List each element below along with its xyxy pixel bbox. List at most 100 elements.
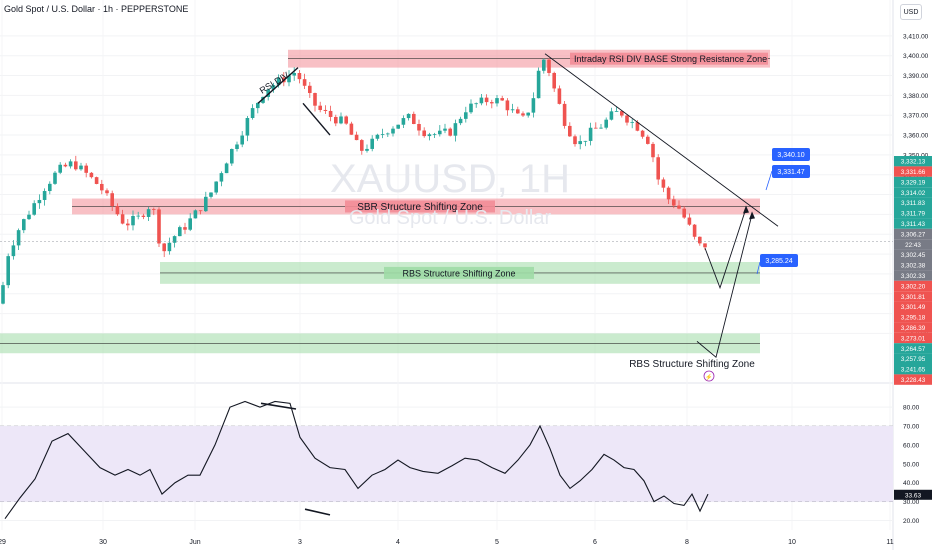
candle-body: [126, 223, 130, 226]
candle-body: [599, 127, 603, 129]
price-label-value: 3,311.79: [901, 211, 926, 218]
rsi-tick-label: 40.00: [903, 480, 920, 487]
candle-body: [136, 215, 140, 217]
candle-body: [646, 136, 650, 144]
price-label-value: 3,302.45: [901, 252, 926, 259]
candle-body: [198, 210, 203, 212]
rsi-current-box: [894, 489, 932, 500]
time-axis[interactable]: 29 30 Jun 3 4 5 6 8 10 11: [0, 539, 894, 546]
price-label-value: 3,264.57: [901, 346, 926, 353]
candle-body: [630, 122, 634, 123]
candle-body: [42, 191, 47, 200]
candle-body: [651, 143, 655, 158]
price-label-box: [894, 291, 932, 302]
zone-label-bg: [345, 200, 495, 213]
target-leader: [756, 261, 761, 275]
price-tick-label: 3,410.00: [903, 33, 929, 40]
price-label-value: 3,302.33: [901, 273, 926, 280]
time-tick-label: 6: [593, 539, 597, 546]
price-label-value: 3,273.01: [901, 335, 926, 342]
target-value: 3,340.10: [777, 152, 804, 159]
candle-body: [131, 216, 135, 226]
watermark-name: Gold Spot / U.S. Dollar: [349, 207, 552, 229]
candle-body: [157, 209, 161, 244]
candle-body: [510, 109, 515, 111]
candle-body: [474, 103, 478, 105]
price-label-box: [894, 301, 932, 312]
candle-body: [677, 205, 681, 209]
price-label-box: [894, 343, 932, 354]
candle-body: [37, 199, 42, 204]
candle-body: [417, 124, 421, 131]
price-label-box: [894, 322, 932, 333]
candle-body: [349, 123, 354, 135]
candle-body: [235, 144, 239, 150]
candle-body: [32, 203, 36, 215]
candle-body: [698, 236, 702, 244]
price-label-value: 3,302.20: [901, 283, 926, 290]
candle-body: [500, 98, 504, 101]
rsi-div-line: [257, 67, 299, 104]
candle-body: [79, 165, 83, 170]
candle-body: [271, 85, 276, 90]
candle-body: [84, 165, 88, 173]
price-label-value: 3,329.19: [901, 179, 926, 186]
price-label-box: [894, 312, 932, 323]
rsi-axis[interactable]: 20.00 30.00 40.00 50.00 60.00 70.00 80.00 33.63: [894, 405, 932, 525]
price-label-value: 3,331.66: [901, 169, 926, 176]
candle-body: [531, 98, 536, 113]
target-value: 3,331.47: [777, 169, 804, 176]
candle-body: [464, 112, 468, 119]
candle-body: [552, 72, 556, 89]
price-label-box: [894, 208, 932, 219]
rsi-layer: [4, 400, 709, 519]
candle-body: [344, 116, 348, 124]
candle-body: [16, 230, 21, 246]
candle-body: [48, 183, 52, 192]
candle-body: [484, 97, 489, 103]
candle-body: [172, 236, 177, 243]
price-label-box: [894, 239, 932, 250]
candle-body: [542, 59, 546, 71]
candle-body: [58, 164, 62, 173]
candle-body: [94, 177, 99, 184]
price-axis[interactable]: 3,260.003,270.003,280.003,290.003,300.00…: [894, 33, 932, 385]
price-label-value: 3,301.49: [901, 304, 926, 311]
rsi-div-drawn-line: [260, 402, 297, 410]
currency-button[interactable]: USD: [900, 4, 922, 20]
price-label-value: 3,228.43: [901, 377, 926, 384]
zone-label-bg: [570, 52, 768, 65]
candle-body: [391, 128, 395, 134]
candle-body: [240, 135, 244, 145]
price-label-value: 3,311.83: [901, 200, 926, 207]
candle-body: [386, 133, 390, 135]
price-tick-label: 3,360.00: [903, 133, 929, 140]
rsi-tick-label: 70.00: [903, 424, 920, 431]
price-label-box: [894, 353, 932, 364]
time-tick-label: 30: [99, 539, 107, 546]
price-label-box: [894, 197, 932, 208]
candle-body: [141, 215, 146, 217]
candle-body: [360, 140, 364, 151]
target-callout: [772, 148, 810, 161]
rsi-tick-label: 20.00: [903, 518, 920, 525]
candle-body: [557, 88, 562, 104]
candle-body: [334, 116, 338, 124]
candle-body: [396, 124, 400, 129]
arrowhead-1: [743, 205, 749, 214]
candle-body: [302, 79, 307, 86]
price-tick-label: 3,380.00: [903, 93, 929, 100]
price-label-box: [894, 218, 932, 229]
price-label-value: 3,286.39: [901, 325, 926, 332]
candle-body: [313, 93, 317, 106]
candle-body: [661, 179, 666, 188]
candle-body: [687, 217, 692, 225]
candle-body: [27, 214, 31, 220]
candle-body: [703, 243, 707, 248]
candle-body: [188, 218, 192, 230]
candle-body: [562, 103, 567, 126]
candle-body: [261, 96, 265, 103]
candle-body: [328, 110, 333, 117]
price-label-value: 3,311.43: [901, 221, 926, 228]
